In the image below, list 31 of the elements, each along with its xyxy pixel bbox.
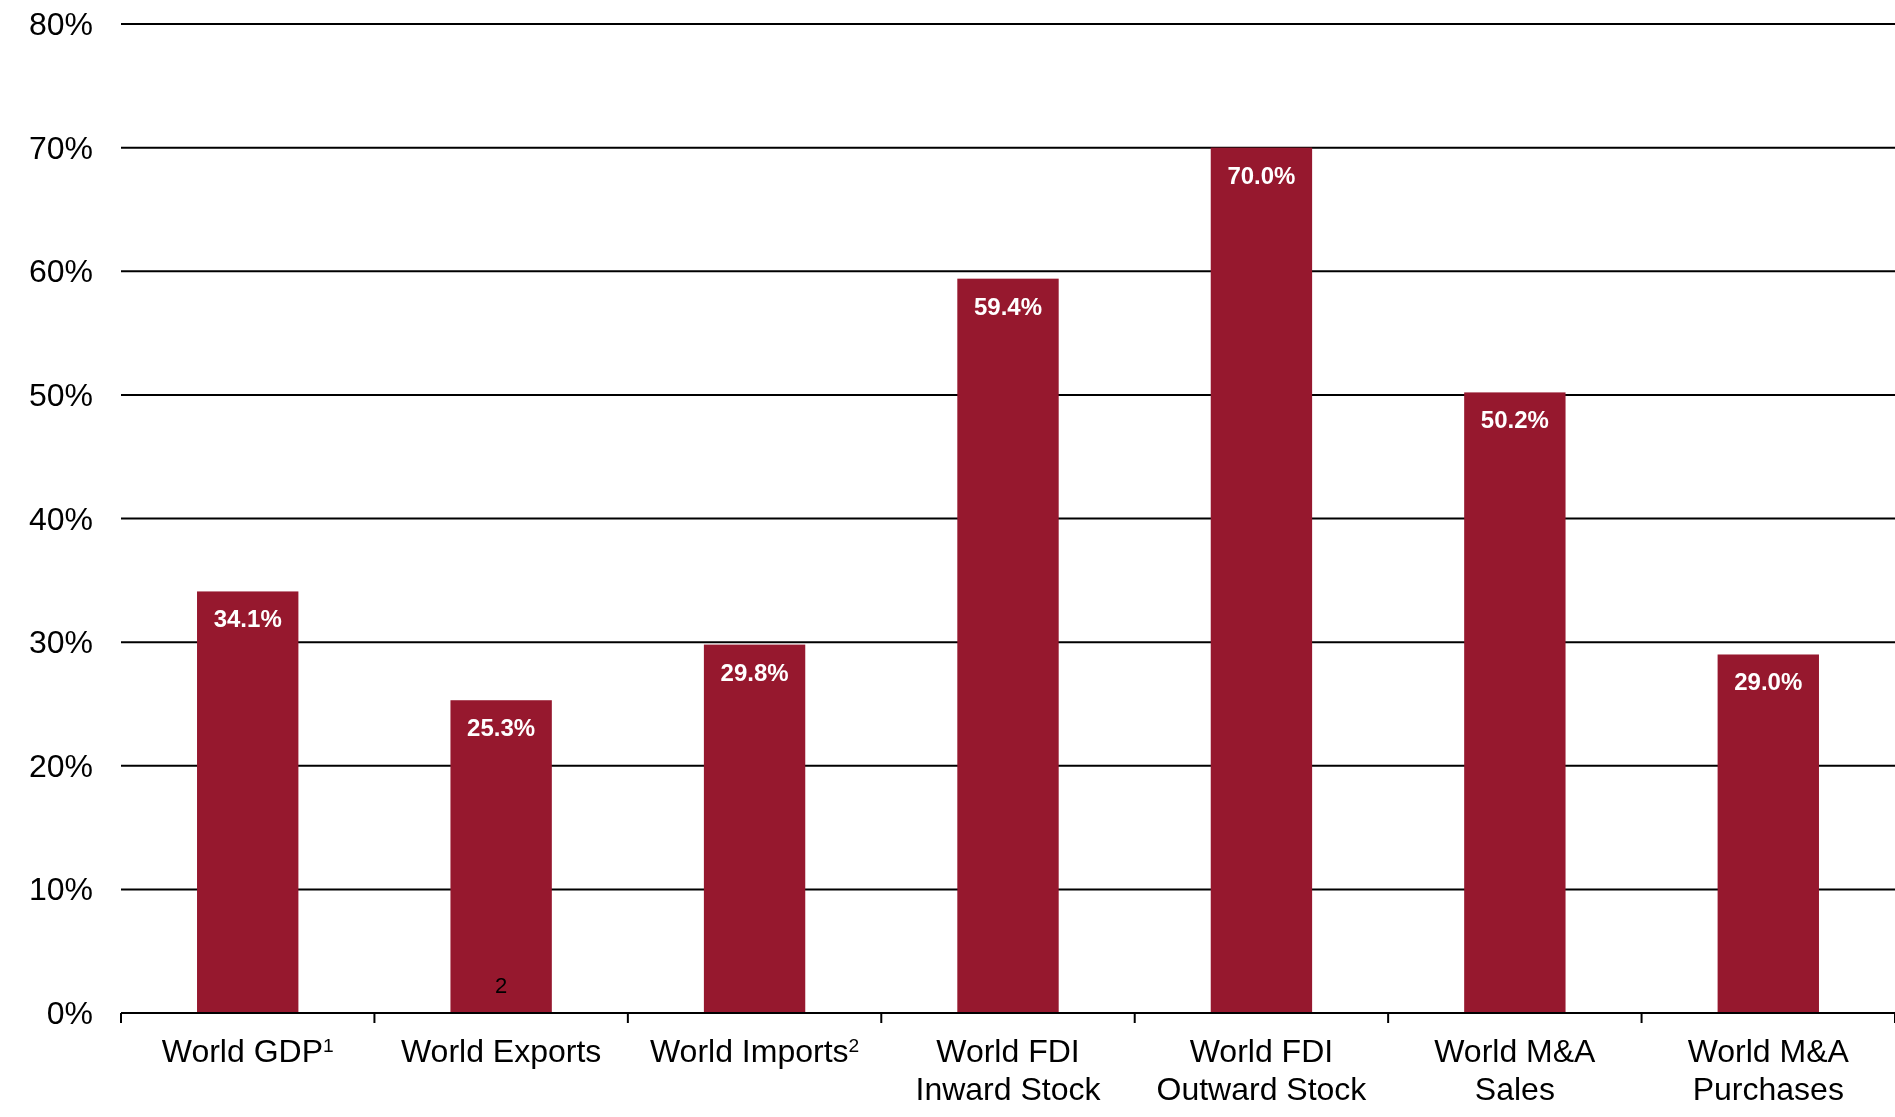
y-tick-label: 40% bbox=[28, 500, 93, 537]
y-tick-label: 80% bbox=[28, 6, 93, 42]
bar bbox=[450, 700, 552, 1013]
bar bbox=[197, 591, 299, 1013]
x-tick-label: World FDI Inward Stock bbox=[915, 1033, 1102, 1107]
y-tick-label: 10% bbox=[28, 871, 93, 908]
y-tick-label: 70% bbox=[28, 129, 93, 166]
y-tick-label: 50% bbox=[28, 376, 93, 413]
data-label: 29.0% bbox=[1734, 668, 1803, 696]
data-label: 59.4% bbox=[973, 292, 1043, 320]
bar bbox=[703, 644, 806, 1013]
x-tick-label: World GDP$^{1}$ bbox=[161, 1033, 334, 1069]
bar bbox=[1717, 654, 1819, 1013]
x-tick-label: World M&A Purchases bbox=[1687, 1033, 1850, 1107]
x-tick-label: World Imports$^{2}$ bbox=[649, 1033, 860, 1069]
annotation: 2 bbox=[495, 973, 508, 998]
data-label: 29.8% bbox=[720, 658, 789, 686]
x-tick-label: World FDI Outward Stock bbox=[1156, 1033, 1368, 1107]
x-tick-label: World M&A Sales bbox=[1434, 1033, 1597, 1107]
data-label: 50.2% bbox=[1480, 406, 1549, 434]
x-tick-label: World Exports bbox=[400, 1033, 602, 1069]
y-tick-label: 30% bbox=[28, 624, 93, 661]
data-label: 25.3% bbox=[467, 714, 536, 742]
bar bbox=[957, 278, 1059, 1013]
y-tick-label: 20% bbox=[28, 747, 93, 784]
y-tick-label: 60% bbox=[28, 253, 93, 290]
y-tick-label: 0% bbox=[46, 995, 93, 1031]
data-label: 34.1% bbox=[213, 605, 282, 633]
data-label: 70.0% bbox=[1227, 161, 1296, 189]
bar bbox=[1210, 147, 1313, 1013]
bar bbox=[1464, 392, 1566, 1013]
